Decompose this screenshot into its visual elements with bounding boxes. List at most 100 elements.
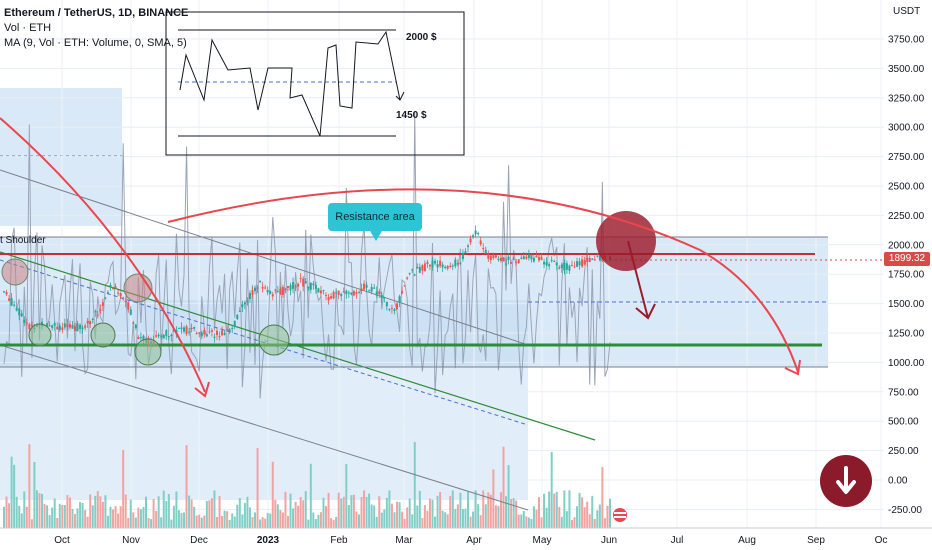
volume-bar	[390, 503, 393, 528]
pattern-circle	[123, 273, 153, 303]
volume-bar	[606, 505, 609, 528]
y-tick-label: 1000.00	[888, 358, 925, 369]
candle-body	[233, 320, 236, 327]
volume-bar	[241, 514, 244, 528]
volume-bar	[385, 497, 388, 528]
candle-body	[449, 265, 452, 267]
volume-bar	[292, 508, 295, 528]
ma-label[interactable]: MA (9, Vol · ETH: Volume, 0, SMA, 5)	[4, 37, 187, 49]
volume-bar	[284, 491, 287, 528]
candle-body	[15, 308, 18, 311]
candle-body	[276, 290, 279, 292]
candle-body	[117, 292, 120, 294]
volume-bar	[515, 500, 518, 528]
volume-bar	[256, 447, 259, 528]
volume-bar	[413, 441, 416, 528]
x-tick-label: Dec	[190, 535, 208, 546]
candle-body	[393, 309, 396, 311]
volume-bar	[441, 510, 444, 528]
volume-bar	[325, 506, 328, 528]
volume-bar	[340, 498, 343, 528]
volume-bar	[122, 449, 125, 528]
volume-bar	[28, 444, 31, 528]
candle-body	[226, 329, 229, 331]
volume-bar	[307, 519, 310, 528]
x-tick-label: Sep	[807, 535, 825, 546]
x-tick-label: Oc	[875, 535, 888, 546]
candle-body	[314, 284, 317, 290]
symbol-title[interactable]: Ethereum / TetherUS, 1D, BINANCE	[4, 7, 189, 19]
volume-bar	[198, 514, 201, 528]
volume-bar	[408, 498, 411, 528]
candle-body	[99, 309, 102, 311]
volume-bar	[33, 461, 36, 528]
candle-body	[578, 261, 581, 266]
volume-bar	[48, 515, 51, 528]
candle-body	[342, 291, 345, 293]
candle-body	[553, 261, 556, 263]
y-tick-label: 2250.00	[888, 211, 925, 222]
volume-bar	[30, 519, 33, 528]
x-tick-label: Mar	[395, 535, 413, 546]
volume-bar	[144, 496, 147, 528]
volume-label[interactable]: Vol · ETH	[4, 22, 52, 34]
candle-body	[165, 330, 168, 337]
price-axis[interactable]: USDT 3750.00 3500.00 3250.00 3000.00 2750.00 2…	[888, 6, 925, 516]
candle-body	[106, 292, 109, 294]
candle-body	[332, 291, 335, 299]
candle-body	[271, 294, 274, 297]
candle-body	[502, 257, 505, 262]
time-axis[interactable]: Oct Nov Dec 2023 Feb Mar Apr May Jun Jul Aug Sep Oc	[0, 527, 932, 546]
inset-arrowhead	[395, 91, 405, 101]
pattern-circle	[258, 324, 290, 356]
candle-body	[581, 259, 584, 267]
candle-body	[340, 293, 343, 297]
channel-lower	[0, 344, 529, 511]
candle-body	[13, 304, 16, 306]
candle-body	[76, 323, 79, 332]
candle-body	[30, 324, 33, 326]
volume-bar	[228, 519, 231, 528]
candle-body	[215, 330, 218, 336]
volume-bar	[570, 519, 573, 528]
y-tick-label: 2750.00	[888, 152, 925, 163]
y-tick-label: 1500.00	[888, 299, 925, 310]
volume-bar	[520, 514, 523, 528]
candle-body	[380, 294, 383, 299]
volume-bar	[155, 510, 158, 528]
candle-body	[444, 266, 447, 268]
resistance-callout[interactable]: Resistance area	[328, 203, 422, 241]
candle-body	[208, 331, 211, 333]
volume-bar	[444, 512, 447, 528]
candle-body	[256, 287, 259, 289]
volume-bar	[109, 506, 112, 528]
candle-body	[299, 277, 302, 279]
candle-body	[294, 286, 297, 288]
volume-bar	[23, 491, 26, 528]
volume-bar	[61, 505, 64, 528]
volume-bar	[375, 516, 378, 528]
candle-body	[352, 291, 355, 296]
candle-body	[68, 324, 71, 328]
candle-body	[66, 324, 69, 328]
candle-body	[63, 323, 66, 328]
candle-body	[535, 255, 538, 258]
candle-body	[289, 285, 292, 291]
candle-body	[236, 314, 239, 319]
candle-body	[112, 288, 115, 290]
candle-body	[248, 293, 251, 300]
candle-body	[548, 264, 551, 267]
candle-body	[269, 291, 272, 295]
candle-body	[86, 320, 89, 324]
candle-body	[79, 324, 82, 329]
candle-body	[325, 295, 328, 297]
candle-body	[477, 233, 480, 235]
candle-body	[177, 327, 180, 329]
volume-bar	[112, 509, 115, 528]
candle-body	[18, 308, 21, 316]
volume-bar	[530, 518, 533, 528]
volume-bar	[160, 517, 163, 528]
volume-bar	[532, 506, 535, 528]
candle-body	[254, 287, 257, 292]
